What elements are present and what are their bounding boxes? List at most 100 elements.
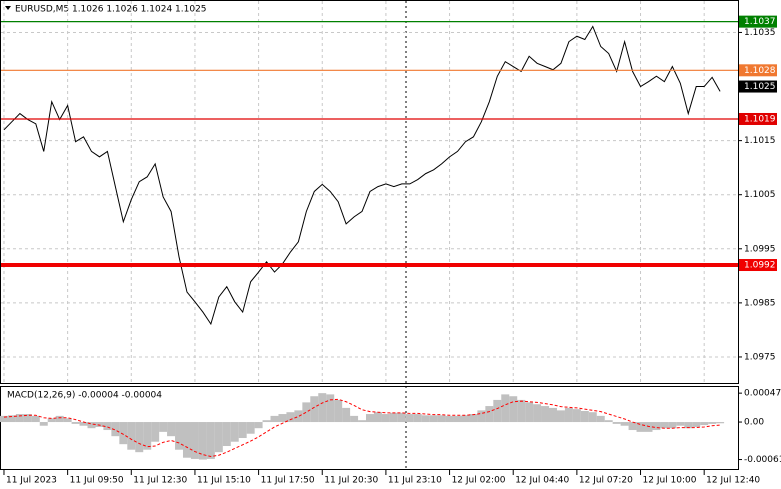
macd-panel bbox=[0, 386, 739, 470]
macd-bar bbox=[365, 414, 374, 423]
macd-bar bbox=[334, 399, 343, 423]
macd-bar bbox=[700, 422, 709, 426]
level-label: 1.0992 bbox=[744, 261, 776, 271]
macd-bar bbox=[198, 422, 207, 460]
x-tick-label: 11 Jul 23:10 bbox=[388, 476, 442, 486]
x-tick-label: 11 Jul 17:50 bbox=[261, 476, 315, 486]
macd-bar bbox=[564, 407, 573, 423]
macd-bar bbox=[23, 414, 32, 423]
price-label-box bbox=[739, 80, 777, 93]
x-tick-label: 12 Jul 10:00 bbox=[643, 476, 697, 486]
y-tick-label: 1.0995 bbox=[744, 244, 776, 254]
macd-bar bbox=[501, 394, 510, 423]
macd-bar bbox=[222, 422, 231, 447]
macd-bar bbox=[572, 409, 581, 423]
level-label: 1.1037 bbox=[744, 17, 776, 27]
macd-bar bbox=[612, 422, 621, 424]
level-label: 1.1019 bbox=[744, 114, 776, 124]
macd-bar bbox=[373, 412, 382, 423]
macd-bar bbox=[421, 415, 430, 423]
macd-bar bbox=[708, 422, 717, 424]
macd-bar bbox=[143, 422, 152, 450]
level-label-box bbox=[739, 112, 777, 125]
macd-bar bbox=[262, 420, 271, 423]
macd-bar bbox=[469, 414, 478, 423]
x-tick-label: 12 Jul 02:00 bbox=[452, 476, 506, 486]
macd-bar bbox=[206, 422, 215, 459]
macd-bar bbox=[397, 412, 406, 423]
y-tick-label: 1.1035 bbox=[744, 28, 776, 38]
macd-bar bbox=[533, 404, 542, 423]
macd-bar bbox=[445, 415, 454, 423]
macd-bar bbox=[405, 414, 414, 423]
macd-bar bbox=[286, 412, 295, 423]
x-tick-label: 11 Jul 09:50 bbox=[70, 476, 124, 486]
macd-bar bbox=[437, 415, 446, 423]
y-tick-label: 1.0975 bbox=[744, 352, 776, 362]
macd-bar bbox=[485, 406, 494, 423]
x-tick-label: 12 Jul 12:40 bbox=[706, 476, 760, 486]
macd-bar bbox=[556, 410, 565, 423]
macd-bar bbox=[596, 415, 605, 423]
macd-bar bbox=[413, 414, 422, 423]
x-tick-label: 11 Jul 20:30 bbox=[324, 476, 378, 486]
macd-bar bbox=[214, 422, 223, 453]
price-line bbox=[3, 25, 721, 326]
symbol-icon bbox=[5, 6, 11, 10]
macd-bar bbox=[182, 422, 191, 458]
level-label-box bbox=[739, 64, 777, 77]
macd-bar bbox=[549, 407, 558, 423]
macd-bar bbox=[326, 394, 335, 423]
macd-bar bbox=[429, 415, 438, 423]
macd-bar bbox=[358, 420, 367, 423]
macd-bar bbox=[230, 422, 239, 442]
macd-bar bbox=[31, 415, 40, 423]
macd-title: MACD(12,26,9) -0.00004 -0.00004 bbox=[7, 391, 162, 401]
macd-bar bbox=[111, 422, 120, 437]
macd-bar bbox=[167, 422, 176, 437]
macd-bar bbox=[175, 422, 184, 450]
macd-bar bbox=[39, 422, 48, 426]
macd-bar bbox=[389, 412, 398, 423]
macd-bar bbox=[620, 422, 629, 426]
macd-bar bbox=[604, 420, 613, 423]
macd-bar bbox=[636, 422, 645, 432]
macd-bar bbox=[238, 422, 247, 439]
macd-bar bbox=[278, 414, 287, 423]
level-label-box bbox=[739, 15, 777, 28]
macd-bar bbox=[660, 422, 669, 429]
macd-bar bbox=[119, 422, 128, 445]
macd-bar bbox=[381, 414, 390, 423]
macd-bar bbox=[310, 396, 319, 423]
signal-line bbox=[3, 398, 721, 457]
macd-bar bbox=[55, 415, 64, 423]
macd-bar bbox=[509, 396, 518, 423]
macd-bar bbox=[684, 422, 693, 429]
macd-bar bbox=[71, 422, 80, 424]
macd-bar bbox=[0, 415, 8, 423]
macd-bar bbox=[644, 422, 653, 432]
macd-bar bbox=[151, 422, 160, 442]
y-tick-label: 1.1015 bbox=[744, 136, 776, 146]
macd-bar bbox=[692, 422, 701, 427]
macd-bar bbox=[270, 415, 279, 423]
macd-bar bbox=[676, 422, 685, 426]
macd-bar bbox=[716, 422, 725, 424]
y-tick-label: -0.00061 bbox=[744, 455, 781, 465]
x-tick-label: 11 Jul 12:30 bbox=[133, 476, 187, 486]
macd-bar bbox=[541, 406, 550, 423]
macd-bar bbox=[159, 422, 168, 432]
macd-bar bbox=[79, 422, 88, 426]
price-label: 1.1025 bbox=[744, 82, 776, 92]
macd-bar bbox=[342, 407, 351, 423]
macd-bar bbox=[135, 422, 144, 453]
macd-bar bbox=[95, 422, 104, 427]
y-tick-label: 0.00047 bbox=[744, 389, 781, 399]
macd-bar bbox=[127, 422, 136, 450]
macd-bar bbox=[477, 410, 486, 423]
macd-bar bbox=[254, 422, 263, 429]
macd-bar bbox=[87, 422, 96, 429]
macd-bar bbox=[350, 415, 359, 423]
macd-bar bbox=[628, 422, 637, 431]
